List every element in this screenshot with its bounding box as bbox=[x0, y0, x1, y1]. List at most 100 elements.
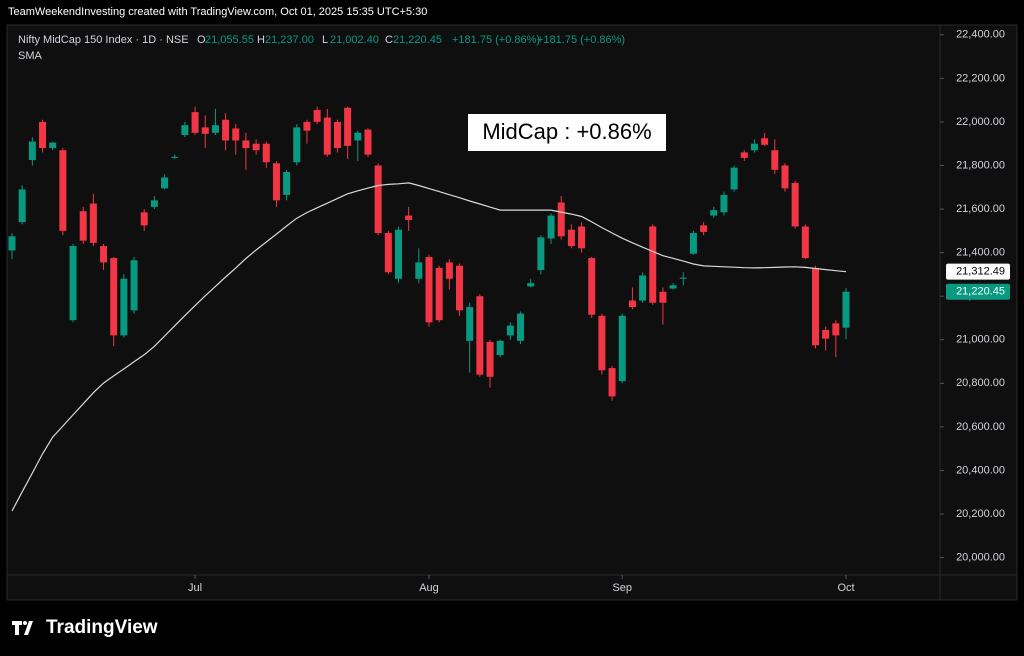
candle-body bbox=[832, 323, 840, 336]
candle-body bbox=[801, 226, 809, 259]
candle-body bbox=[110, 258, 118, 336]
y-tick-label: 20,600.00 bbox=[956, 421, 1005, 433]
candle-body bbox=[262, 143, 270, 163]
candle-body bbox=[201, 127, 209, 134]
candle-body bbox=[242, 140, 250, 149]
candle-body bbox=[8, 236, 16, 251]
y-tick-label: 20,400.00 bbox=[956, 464, 1005, 476]
candle-body bbox=[740, 152, 748, 158]
y-tick-label: 21,600.00 bbox=[956, 203, 1005, 215]
candle-body bbox=[59, 150, 67, 231]
candle-body bbox=[466, 307, 474, 341]
candle-body bbox=[506, 325, 514, 336]
candle-body bbox=[527, 283, 535, 287]
candle-body bbox=[49, 142, 57, 149]
candle-body bbox=[588, 258, 596, 315]
candle-body bbox=[496, 340, 504, 355]
candle-body bbox=[659, 291, 667, 303]
candle-body bbox=[476, 296, 484, 375]
logo-icon bbox=[12, 621, 33, 635]
ohlc-key: H bbox=[257, 34, 265, 46]
candle-body bbox=[100, 246, 108, 263]
candle-body bbox=[628, 300, 636, 308]
annotation: MidCap : +0.86% bbox=[482, 119, 651, 144]
candle-body bbox=[567, 229, 575, 247]
candle-body bbox=[578, 226, 586, 249]
y-tick-label: 20,200.00 bbox=[956, 508, 1005, 520]
candle-body bbox=[435, 267, 443, 321]
candle-body bbox=[161, 177, 169, 189]
logo-dot bbox=[23, 621, 27, 625]
candle-body bbox=[537, 237, 545, 271]
candle-body bbox=[191, 112, 199, 133]
price-label-box bbox=[946, 283, 1010, 300]
price-label-box bbox=[946, 263, 1010, 280]
candle-body bbox=[669, 285, 677, 289]
candle-body bbox=[150, 200, 158, 207]
candle-body bbox=[283, 172, 291, 195]
ohlc-key: C bbox=[385, 34, 393, 46]
candle-body bbox=[394, 229, 402, 279]
candle-body bbox=[211, 125, 219, 133]
symbol: Nifty MidCap 150 Index · 1D · NSE bbox=[18, 34, 189, 46]
candle-body bbox=[69, 246, 77, 321]
candle-body bbox=[618, 315, 626, 382]
candle-body bbox=[79, 211, 87, 241]
annotation-box bbox=[468, 114, 666, 151]
candle-body bbox=[791, 182, 799, 227]
candle-body bbox=[639, 275, 647, 301]
candle-body bbox=[700, 225, 708, 232]
candle-body bbox=[89, 203, 97, 243]
candle-body bbox=[354, 132, 362, 141]
candle-body bbox=[761, 138, 769, 145]
x-tick-label: Jul bbox=[188, 582, 202, 594]
y-tick-label: 22,400.00 bbox=[956, 29, 1005, 41]
ohlc-key: O bbox=[197, 34, 206, 46]
candle-body bbox=[39, 121, 47, 149]
candle-body bbox=[842, 291, 850, 328]
price-label: 21,220.45 bbox=[956, 286, 1005, 298]
credit: TeamWeekendInvesting created with Tradin… bbox=[8, 6, 427, 18]
candle-body bbox=[222, 119, 230, 141]
candle-body bbox=[272, 163, 280, 201]
candle-body bbox=[811, 267, 819, 346]
candle-body bbox=[303, 121, 311, 131]
candle-body bbox=[517, 313, 525, 341]
candle-body bbox=[689, 233, 697, 254]
candle-body bbox=[374, 165, 382, 234]
x-tick-label: Sep bbox=[612, 582, 632, 594]
ohlc-value: 21,220.45 bbox=[393, 34, 442, 46]
candle-body bbox=[130, 260, 138, 311]
candle-body bbox=[781, 165, 789, 189]
ohlc-key: L bbox=[322, 34, 328, 46]
candle-body bbox=[293, 127, 301, 163]
logo bbox=[12, 621, 33, 635]
candle-body bbox=[486, 341, 494, 377]
y-tick-label: 21,800.00 bbox=[956, 159, 1005, 171]
candle-body bbox=[252, 143, 260, 151]
y-tick-label: 20,000.00 bbox=[956, 551, 1005, 563]
y-tick-label: 21,000.00 bbox=[956, 334, 1005, 346]
candle-body bbox=[456, 265, 464, 311]
candle-body bbox=[547, 215, 555, 239]
candle-body bbox=[557, 202, 565, 237]
candle-body bbox=[445, 262, 453, 279]
candle-body bbox=[181, 125, 189, 135]
candle-body bbox=[232, 128, 240, 141]
candle-body bbox=[171, 156, 179, 158]
indicator-name: SMA bbox=[18, 50, 43, 62]
candle-body bbox=[364, 129, 372, 155]
candle-body bbox=[771, 150, 779, 170]
candle-body bbox=[720, 194, 728, 213]
candle-body bbox=[679, 277, 687, 279]
candle-body bbox=[405, 215, 413, 220]
candle-body bbox=[730, 167, 738, 190]
price-label: 21,312.49 bbox=[956, 266, 1005, 278]
y-tick-label: 20,800.00 bbox=[956, 377, 1005, 389]
candle-body bbox=[750, 143, 758, 151]
change: +181.75 (+0.86%) bbox=[452, 34, 540, 46]
logo-text: TradingView bbox=[46, 617, 158, 638]
chart-frame bbox=[6, 24, 1018, 601]
candle-body bbox=[323, 117, 331, 155]
